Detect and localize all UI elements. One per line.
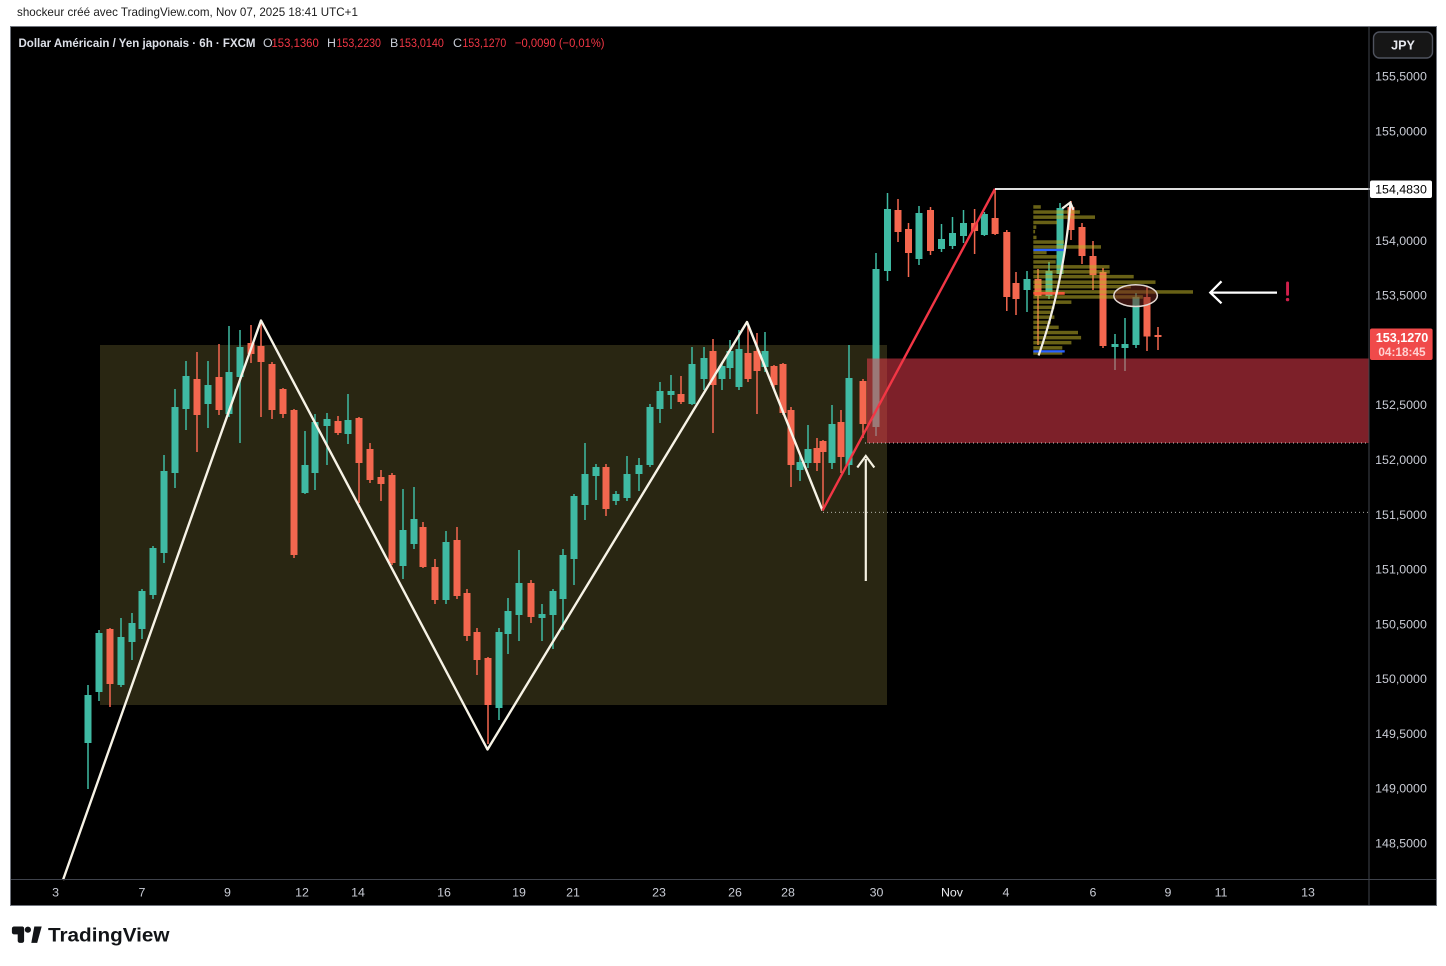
svg-text:155,0000: 155,0000 [1375, 124, 1427, 138]
svg-text:153,1270: 153,1270 [463, 36, 507, 50]
svg-text:11: 11 [1215, 886, 1228, 900]
svg-text:152,5000: 152,5000 [1375, 398, 1427, 412]
svg-text:04:18:45: 04:18:45 [1378, 345, 1426, 359]
svg-text:28: 28 [781, 886, 795, 900]
svg-text:154,0000: 154,0000 [1375, 234, 1427, 248]
svg-text:153,5000: 153,5000 [1375, 289, 1427, 303]
svg-text:153,1270: 153,1270 [1376, 331, 1429, 345]
svg-text:9: 9 [1165, 886, 1172, 900]
svg-text:7: 7 [139, 886, 146, 900]
svg-text:Nov: Nov [941, 886, 964, 900]
svg-text:149,5000: 149,5000 [1375, 727, 1427, 741]
svg-text:H: H [327, 36, 336, 50]
svg-text:19: 19 [512, 886, 526, 900]
svg-text:30: 30 [870, 886, 884, 900]
svg-text:150,0000: 150,0000 [1375, 672, 1427, 686]
svg-text:26: 26 [728, 886, 742, 900]
svg-text:−0,0090 (−0,01%): −0,0090 (−0,01%) [515, 36, 605, 50]
svg-text:C: C [453, 36, 462, 50]
svg-text:TradingView: TradingView [48, 924, 170, 946]
svg-text:3: 3 [52, 886, 59, 900]
svg-text:4: 4 [1003, 886, 1010, 900]
svg-text:O: O [263, 36, 273, 50]
svg-text:150,5000: 150,5000 [1375, 617, 1427, 631]
svg-text:16: 16 [437, 886, 451, 900]
svg-text:151,0000: 151,0000 [1375, 563, 1427, 577]
svg-text:153,2230: 153,2230 [337, 36, 382, 50]
svg-text:155,5000: 155,5000 [1375, 70, 1427, 84]
svg-text:153,0140: 153,0140 [399, 36, 444, 50]
svg-text:6: 6 [1090, 886, 1097, 900]
svg-text:12: 12 [295, 886, 309, 900]
svg-text:23: 23 [652, 886, 666, 900]
svg-text:Dollar Américain / Yen japonai: Dollar Américain / Yen japonais · 6h · F… [19, 36, 256, 50]
svg-text:153,1360: 153,1360 [272, 36, 319, 50]
svg-text:13: 13 [1301, 886, 1315, 900]
svg-text:149,0000: 149,0000 [1375, 782, 1427, 796]
svg-text:14: 14 [351, 886, 365, 900]
svg-text:151,5000: 151,5000 [1375, 508, 1427, 522]
svg-text:21: 21 [566, 886, 580, 900]
svg-text:B: B [390, 36, 398, 50]
svg-text:152,0000: 152,0000 [1375, 453, 1427, 467]
svg-text:JPY: JPY [1391, 39, 1415, 53]
svg-text:148,5000: 148,5000 [1375, 837, 1427, 851]
svg-text:9: 9 [224, 886, 231, 900]
svg-text:154,4830: 154,4830 [1375, 183, 1427, 197]
